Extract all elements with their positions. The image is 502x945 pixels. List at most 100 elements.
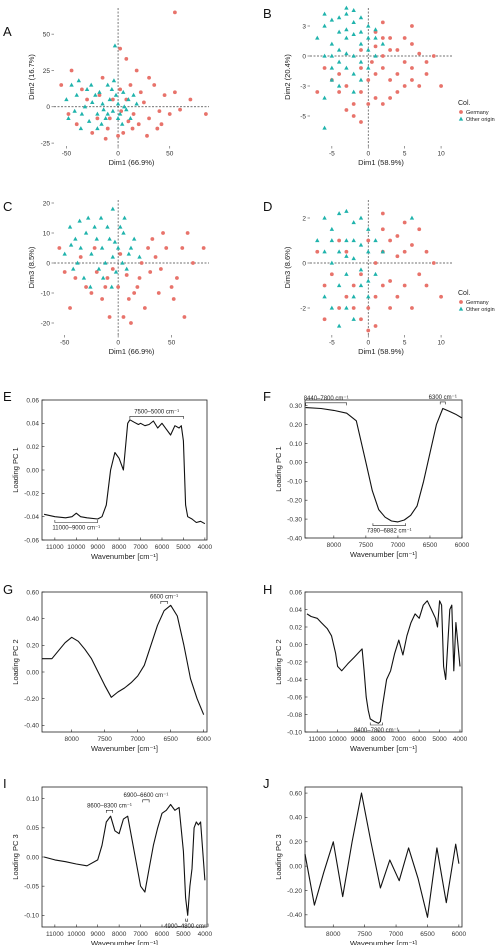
x-tick-label: 8000 (64, 736, 79, 743)
x-axis-label: Dim1 (66.9%) (109, 347, 155, 356)
y-tick-label: -0.20 (287, 888, 302, 895)
x-tick-label: 0 (116, 151, 120, 158)
series-line (306, 600, 461, 724)
x-tick-label: 8000 (112, 544, 127, 551)
x-tick-label: 6000 (196, 736, 211, 743)
x-axis-label: Dim1 (58.9%) (358, 347, 404, 356)
point-germany (80, 87, 84, 92)
point-other-origin (366, 35, 371, 40)
point-germany (395, 234, 400, 238)
point-germany (424, 283, 429, 288)
point-other-origin (99, 121, 104, 126)
y-axis-label: Dim3 (8.5%) (27, 246, 36, 288)
point-other-origin (110, 254, 115, 259)
point-other-origin (128, 116, 133, 120)
annotation-label: 8400–7800 cm⁻¹ (354, 728, 399, 734)
y-tick-label: 0.00 (289, 460, 302, 467)
x-tick-label: -50 (62, 151, 72, 158)
point-other-origin (120, 260, 125, 265)
point-germany (103, 136, 108, 141)
point-other-origin (124, 266, 129, 271)
point-germany (158, 267, 163, 271)
y-axis-label: Loading PC 3 (11, 834, 20, 879)
point-germany (373, 294, 378, 299)
point-germany (337, 238, 342, 243)
y-tick-label: -0.04 (287, 677, 302, 684)
point-germany (380, 102, 385, 106)
point-other-origin (103, 260, 108, 265)
point-other-origin (329, 41, 335, 46)
point-germany (171, 297, 176, 301)
y-tick-label: 0.20 (26, 643, 39, 650)
point-other-origin (112, 43, 118, 48)
point-germany (131, 112, 136, 116)
point-other-origin (358, 283, 364, 288)
y-tick-label: 0.05 (26, 825, 39, 832)
point-germany (439, 84, 443, 88)
point-other-origin (88, 284, 93, 289)
point-other-origin (351, 294, 356, 299)
panel-label-I: I (3, 776, 7, 791)
point-germany (344, 249, 349, 254)
point-germany (373, 44, 378, 49)
point-other-origin (344, 27, 349, 32)
x-axis-label: Wavenumber [cm⁻¹] (350, 744, 417, 753)
point-other-origin (115, 245, 121, 250)
point-other-origin (329, 226, 335, 231)
point-germany (105, 276, 110, 280)
x-tick-label: 8000 (112, 931, 127, 938)
x-tick-label: 9000 (351, 736, 366, 743)
point-germany (142, 100, 146, 105)
x-tick-label: 6000 (155, 544, 170, 551)
point-germany (322, 317, 327, 322)
panel-label-E: E (3, 389, 12, 404)
point-germany (410, 78, 414, 82)
y-tick-label: 0.60 (289, 790, 302, 797)
x-tick-label: -5 (329, 340, 335, 347)
point-germany (388, 48, 393, 52)
point-other-origin (351, 238, 356, 243)
x-tick-label: 6500 (163, 736, 178, 743)
chart-panel-F: 8000 7500 7000 6500 6000 -0.40 -0.30 -0.20 -0.10… (274, 395, 470, 559)
point-other-origin (99, 245, 105, 250)
point-germany (59, 83, 64, 87)
point-germany (395, 48, 400, 52)
point-other-origin (373, 35, 378, 40)
point-other-origin (121, 89, 126, 94)
point-other-origin (358, 59, 364, 64)
point-other-origin (336, 211, 342, 216)
point-germany (173, 90, 177, 95)
x-tick-label: -50 (60, 340, 70, 347)
point-germany (68, 306, 72, 310)
x-tick-label: 6000 (155, 931, 170, 938)
panel-label-G: G (3, 582, 13, 597)
plot-frame (41, 591, 208, 733)
point-other-origin (373, 238, 378, 243)
point-other-origin (351, 89, 356, 94)
point-other-origin (351, 220, 356, 225)
x-tick-label: 6000 (452, 931, 467, 938)
point-germany (161, 231, 165, 235)
panel-label-B: B (263, 6, 272, 21)
point-germany (89, 291, 94, 295)
point-other-origin (113, 269, 119, 274)
point-germany (152, 83, 157, 87)
point-germany (169, 285, 174, 289)
point-germany (373, 324, 378, 328)
point-other-origin (366, 226, 371, 231)
point-other-origin (112, 239, 118, 244)
point-germany (157, 109, 162, 114)
y-tick-label: 3 (302, 23, 306, 30)
point-other-origin (344, 65, 349, 70)
point-other-origin (329, 65, 335, 70)
y-tick-label: -0.30 (287, 516, 302, 523)
point-other-origin (366, 278, 371, 283)
point-other-origin (71, 266, 76, 271)
y-tick-label: 25 (43, 68, 51, 75)
y-tick-label: 0.00 (289, 642, 302, 649)
point-germany (126, 297, 131, 301)
point-germany (118, 252, 123, 256)
point-other-origin (373, 27, 378, 32)
point-other-origin (121, 230, 126, 235)
